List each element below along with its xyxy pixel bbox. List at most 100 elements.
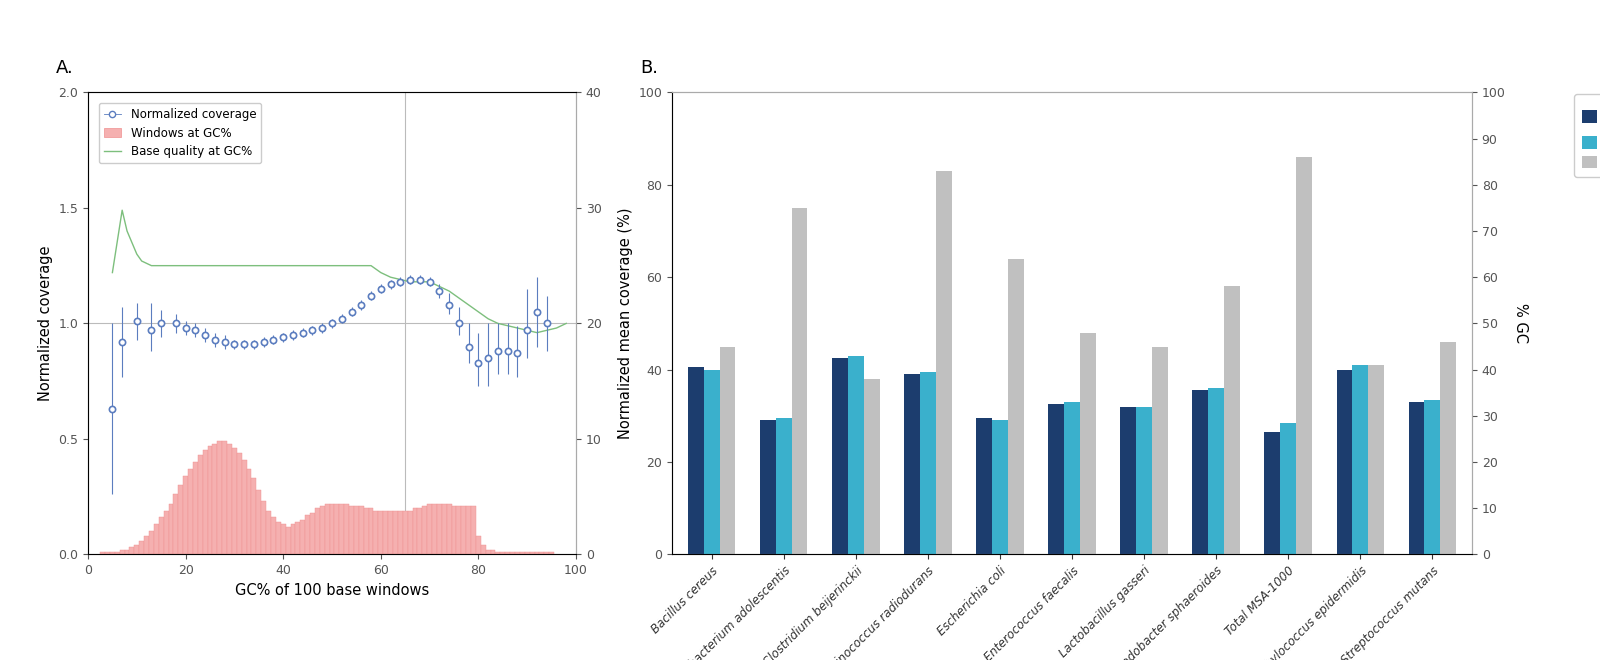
Bar <box>418 508 422 554</box>
Bar <box>334 504 339 554</box>
Bar <box>466 506 470 554</box>
Bar <box>920 372 936 554</box>
Bar <box>280 524 286 554</box>
Bar <box>491 550 496 554</box>
Bar <box>218 441 222 554</box>
Bar <box>168 504 173 554</box>
Bar <box>496 552 501 554</box>
Bar <box>792 208 808 554</box>
Bar <box>232 448 237 554</box>
Bar <box>482 545 486 554</box>
Bar <box>237 453 242 554</box>
Bar <box>832 358 848 554</box>
Bar <box>534 552 539 554</box>
X-axis label: GC% of 100 base windows: GC% of 100 base windows <box>235 583 429 598</box>
Bar <box>389 511 394 554</box>
Bar <box>408 511 413 554</box>
Bar <box>1064 402 1080 554</box>
Bar <box>451 506 456 554</box>
Bar <box>1368 365 1384 554</box>
Bar <box>134 545 139 554</box>
Bar <box>242 459 246 554</box>
Bar <box>120 550 125 554</box>
Bar <box>704 370 720 554</box>
Bar <box>125 550 130 554</box>
Bar <box>368 508 373 554</box>
Line: Base quality at GC%: Base quality at GC% <box>112 210 566 333</box>
Bar <box>1136 407 1152 554</box>
Bar <box>1424 399 1440 554</box>
Base quality at GC% <box>381 273 400 281</box>
Bar <box>525 552 530 554</box>
Bar <box>427 504 432 554</box>
Bar <box>549 552 554 554</box>
Bar <box>446 504 451 554</box>
Bar <box>437 504 442 554</box>
Y-axis label: % GC: % GC <box>1514 304 1528 343</box>
Bar <box>296 522 301 554</box>
Bar <box>539 552 544 554</box>
Bar <box>530 552 534 554</box>
Bar <box>760 420 776 554</box>
Bar <box>1336 370 1352 554</box>
Text: A.: A. <box>56 59 74 77</box>
Bar <box>198 455 203 554</box>
Legend: xGen Normalase
Module, Qubit, % GC: xGen Normalase Module, Qubit, % GC <box>1574 94 1600 177</box>
Bar <box>339 504 344 554</box>
Bar <box>520 552 525 554</box>
Bar <box>256 490 261 554</box>
Bar <box>544 552 549 554</box>
Bar <box>475 536 482 554</box>
Bar <box>178 485 182 554</box>
Bar <box>461 506 466 554</box>
Bar <box>394 511 398 554</box>
Bar <box>506 552 510 554</box>
Bar <box>106 552 110 554</box>
Bar <box>101 552 106 554</box>
Bar <box>398 511 403 554</box>
Bar <box>904 374 920 554</box>
Bar <box>158 517 163 554</box>
Bar <box>222 441 227 554</box>
Bar <box>213 444 218 554</box>
Bar <box>1296 157 1312 554</box>
Base quality at GC% <box>450 294 469 302</box>
Bar <box>456 506 461 554</box>
Y-axis label: Normalized mean coverage (%): Normalized mean coverage (%) <box>618 208 634 439</box>
Bar <box>354 506 358 554</box>
Base quality at GC% <box>528 329 547 337</box>
Bar <box>1352 365 1368 554</box>
Bar <box>261 502 266 554</box>
Base quality at GC% <box>112 206 131 214</box>
Bar <box>1408 402 1424 554</box>
Bar <box>1440 342 1456 554</box>
Bar <box>310 513 315 554</box>
Bar <box>486 550 491 554</box>
Bar <box>149 531 154 554</box>
Bar <box>246 469 251 554</box>
Bar <box>320 506 325 554</box>
Text: B.: B. <box>640 59 658 77</box>
Bar <box>413 508 418 554</box>
Bar <box>144 536 149 554</box>
Bar <box>1280 422 1296 554</box>
Legend: Normalized coverage, Windows at GC%, Base quality at GC%: Normalized coverage, Windows at GC%, Bas… <box>99 103 261 163</box>
Bar <box>720 346 736 554</box>
Bar <box>363 508 368 554</box>
Bar <box>515 552 520 554</box>
Bar <box>864 379 880 554</box>
Bar <box>848 356 864 554</box>
Bar <box>115 552 120 554</box>
Bar <box>330 504 334 554</box>
Base quality at GC% <box>362 261 381 269</box>
Bar <box>510 552 515 554</box>
Bar <box>422 506 427 554</box>
Bar <box>403 511 408 554</box>
Bar <box>442 504 446 554</box>
Bar <box>470 506 475 554</box>
Bar <box>1192 390 1208 554</box>
Bar <box>344 504 349 554</box>
Y-axis label: Normalized coverage: Normalized coverage <box>38 246 53 401</box>
Bar <box>1264 432 1280 554</box>
Bar <box>976 418 992 554</box>
